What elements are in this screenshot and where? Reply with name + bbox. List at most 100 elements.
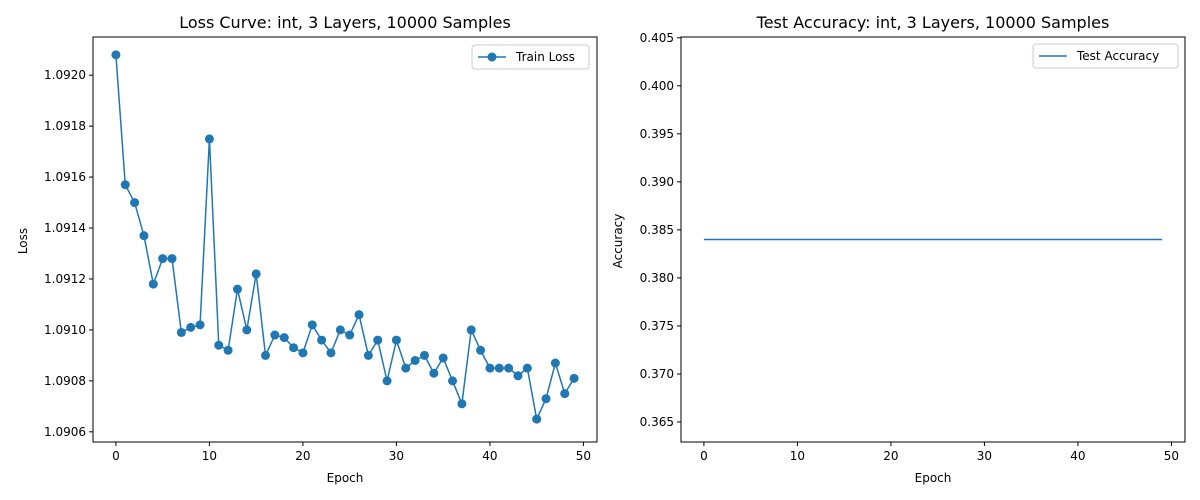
accuracy-y-tick-label: 0.380 bbox=[640, 271, 674, 285]
loss-data-point bbox=[335, 325, 345, 335]
loss-data-point bbox=[541, 394, 551, 404]
loss-data-point bbox=[289, 343, 299, 353]
accuracy-y-axis-label: Accuracy bbox=[611, 214, 625, 269]
accuracy-y-tick-label: 0.395 bbox=[640, 127, 674, 141]
loss-x-tick-label: 30 bbox=[389, 449, 404, 463]
accuracy-y-tick-label: 0.375 bbox=[640, 319, 674, 333]
accuracy-legend-box bbox=[1032, 43, 1179, 69]
loss-data-point bbox=[438, 353, 448, 363]
loss-y-tick-label: 1.0914 bbox=[44, 221, 86, 235]
loss-y-tick-label: 1.0906 bbox=[44, 425, 86, 439]
loss-data-point bbox=[391, 335, 401, 345]
loss-data-point bbox=[214, 340, 224, 350]
loss-data-point bbox=[223, 345, 233, 355]
loss-data-point bbox=[167, 254, 177, 264]
loss-data-point bbox=[419, 350, 429, 360]
loss-legend-marker-swatch bbox=[487, 52, 497, 62]
loss-x-axis-label: Epoch bbox=[327, 471, 364, 485]
accuracy-legend: Test Accuracy bbox=[1032, 43, 1179, 69]
loss-data-point bbox=[373, 335, 383, 345]
loss-data-point bbox=[504, 363, 514, 373]
loss-chart-panel: Loss Curve: int, 3 Layers, 10000 Samples… bbox=[16, 13, 598, 485]
loss-data-point bbox=[317, 335, 327, 345]
loss-data-point bbox=[186, 322, 196, 332]
accuracy-x-tick-label: 30 bbox=[977, 449, 992, 463]
loss-legend: Train Loss bbox=[471, 44, 590, 70]
loss-axes-frame bbox=[92, 36, 598, 443]
loss-x-tick-label: 50 bbox=[576, 449, 591, 463]
loss-y-tick-label: 1.0908 bbox=[44, 374, 86, 388]
accuracy-y-tick-label: 0.370 bbox=[640, 367, 674, 381]
loss-y-axis-label: Loss bbox=[16, 228, 30, 254]
accuracy-axis-ticks: 0 10 20 30 40 50 0.365 0.370 0.375 0.380 0.385 0.39… bbox=[640, 31, 1179, 463]
loss-y-tick-label: 1.0916 bbox=[44, 170, 86, 184]
loss-data-point bbox=[401, 363, 411, 373]
loss-data-point bbox=[429, 368, 439, 378]
accuracy-legend-label: Test Accuracy bbox=[1076, 49, 1159, 63]
loss-data-point bbox=[532, 414, 542, 424]
loss-data-point bbox=[130, 198, 140, 208]
loss-data-point bbox=[410, 355, 420, 365]
loss-data-point bbox=[139, 231, 149, 241]
accuracy-x-tick-label: 10 bbox=[790, 449, 805, 463]
loss-data-point bbox=[513, 371, 523, 381]
accuracy-chart-title: Test Accuracy: int, 3 Layers, 10000 Samp… bbox=[756, 13, 1110, 32]
loss-y-tick-label: 1.0920 bbox=[44, 68, 86, 82]
accuracy-y-tick-label: 0.390 bbox=[640, 175, 674, 189]
loss-data-point bbox=[158, 254, 168, 264]
loss-data-point bbox=[120, 180, 130, 190]
accuracy-y-tick-label: 0.405 bbox=[640, 31, 674, 45]
loss-legend-label: Train Loss bbox=[515, 50, 575, 64]
accuracy-y-tick-label: 0.365 bbox=[640, 415, 674, 429]
loss-data-point bbox=[354, 310, 364, 320]
loss-data-point bbox=[345, 330, 355, 340]
loss-series-line bbox=[115, 54, 575, 420]
loss-data-point bbox=[522, 363, 532, 373]
loss-y-tick-label: 1.0918 bbox=[44, 119, 86, 133]
loss-data-point bbox=[560, 389, 570, 399]
loss-data-point bbox=[550, 358, 560, 368]
loss-data-point bbox=[363, 350, 373, 360]
loss-x-tick-label: 40 bbox=[482, 449, 497, 463]
loss-plot-area bbox=[111, 50, 579, 424]
loss-data-point bbox=[457, 399, 467, 409]
loss-data-point bbox=[176, 327, 186, 337]
loss-data-point bbox=[298, 348, 308, 358]
loss-data-point bbox=[279, 333, 289, 343]
loss-x-tick-label: 0 bbox=[112, 449, 120, 463]
loss-data-point bbox=[204, 134, 214, 144]
accuracy-x-axis-label: Epoch bbox=[915, 471, 952, 485]
loss-y-tick-label: 1.0912 bbox=[44, 272, 86, 286]
loss-data-point bbox=[195, 320, 205, 330]
loss-data-point bbox=[476, 345, 486, 355]
loss-data-point bbox=[251, 269, 261, 279]
loss-data-point bbox=[261, 350, 271, 360]
accuracy-x-tick-label: 0 bbox=[700, 449, 708, 463]
loss-data-point bbox=[307, 320, 317, 330]
loss-data-point bbox=[448, 376, 458, 386]
loss-data-point bbox=[485, 363, 495, 373]
loss-data-point bbox=[242, 325, 252, 335]
loss-axis-ticks: 0 10 20 30 40 50 1.0906 1.0908 1.0910 1.0912 1.091… bbox=[44, 68, 591, 463]
loss-data-point bbox=[326, 348, 336, 358]
accuracy-y-tick-label: 0.400 bbox=[640, 79, 674, 93]
loss-data-point bbox=[466, 325, 476, 335]
loss-data-point bbox=[232, 284, 242, 294]
loss-x-tick-label: 20 bbox=[295, 449, 310, 463]
accuracy-chart-panel: Test Accuracy: int, 3 Layers, 10000 Samp… bbox=[611, 13, 1186, 485]
loss-y-tick-label: 1.0910 bbox=[44, 323, 86, 337]
loss-chart-title: Loss Curve: int, 3 Layers, 10000 Samples bbox=[179, 13, 511, 32]
loss-data-point bbox=[569, 373, 579, 383]
loss-x-tick-label: 10 bbox=[202, 449, 217, 463]
loss-data-point bbox=[148, 279, 158, 289]
accuracy-x-tick-label: 50 bbox=[1164, 449, 1179, 463]
accuracy-axes-frame bbox=[680, 36, 1186, 443]
loss-data-point bbox=[111, 50, 121, 60]
accuracy-y-tick-label: 0.385 bbox=[640, 223, 674, 237]
loss-data-point bbox=[382, 376, 392, 386]
accuracy-x-tick-label: 20 bbox=[883, 449, 898, 463]
loss-data-point bbox=[494, 363, 504, 373]
loss-legend-box bbox=[471, 44, 590, 70]
accuracy-x-tick-label: 40 bbox=[1070, 449, 1085, 463]
